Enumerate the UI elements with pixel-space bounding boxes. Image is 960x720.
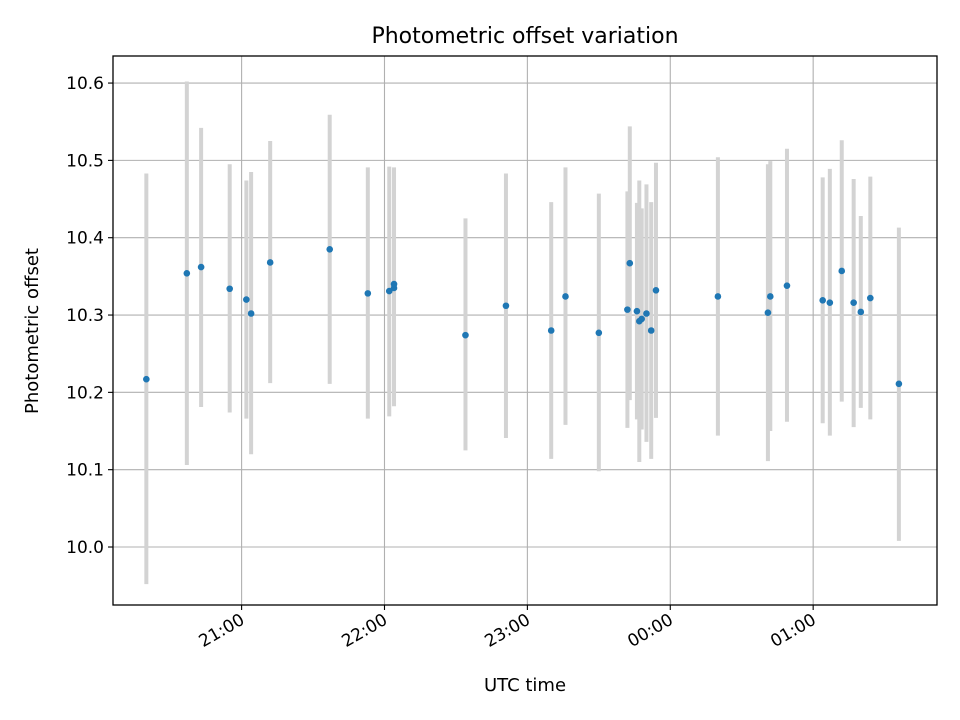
- data-point: [595, 329, 603, 337]
- x-tick-label: 21:00: [196, 610, 248, 652]
- y-tick-label: 10.0: [66, 538, 104, 558]
- y-tick-label: 10.6: [66, 74, 104, 94]
- data-point: [462, 331, 469, 339]
- error-bars: [144, 81, 901, 585]
- data-point: [826, 299, 834, 306]
- data-point: [364, 290, 372, 297]
- x-axis-label: UTC time: [484, 675, 566, 696]
- data-point: [838, 267, 846, 275]
- data-point: [850, 299, 857, 306]
- y-tick-label: 10.1: [66, 461, 104, 481]
- data-point: [326, 246, 334, 253]
- data-point: [895, 380, 903, 388]
- data-point: [638, 315, 645, 323]
- data-point: [547, 327, 555, 334]
- data-point: [764, 309, 772, 317]
- data-point: [652, 286, 660, 294]
- data-point: [197, 263, 205, 271]
- data-point: [857, 308, 865, 316]
- x-tick-label: 01:00: [767, 610, 819, 652]
- data-point: [633, 307, 641, 315]
- y-tick-label: 10.4: [66, 229, 104, 249]
- data-point: [647, 327, 655, 334]
- data-point: [766, 293, 774, 300]
- x-tick-label: 00:00: [624, 610, 676, 652]
- y-axis-label: Photometric offset: [22, 248, 43, 414]
- data-point: [502, 302, 510, 310]
- grid-lines: [113, 56, 937, 605]
- chart-title: Photometric offset variation: [371, 24, 678, 49]
- data-point: [714, 293, 722, 300]
- data-point: [867, 294, 874, 302]
- data-point: [562, 293, 569, 300]
- data-point: [243, 296, 250, 303]
- data-point: [819, 297, 826, 304]
- data-point: [183, 269, 191, 277]
- data-point: [266, 259, 274, 266]
- x-tick-label: 22:00: [339, 610, 391, 652]
- y-tick-label: 10.5: [66, 151, 104, 171]
- data-point: [226, 285, 233, 293]
- data-point: [783, 282, 791, 289]
- data-point: [643, 310, 650, 317]
- data-point: [390, 280, 398, 288]
- y-tick-label: 10.3: [66, 306, 104, 326]
- data-point: [247, 310, 255, 317]
- data-point: [143, 375, 150, 383]
- y-tick-label: 10.2: [66, 383, 104, 403]
- data-points: [143, 246, 903, 388]
- data-point: [626, 259, 634, 267]
- x-tick-label: 23:00: [481, 610, 533, 652]
- data-point: [385, 287, 393, 295]
- plot-frame: [112, 55, 938, 606]
- data-point: [624, 306, 631, 313]
